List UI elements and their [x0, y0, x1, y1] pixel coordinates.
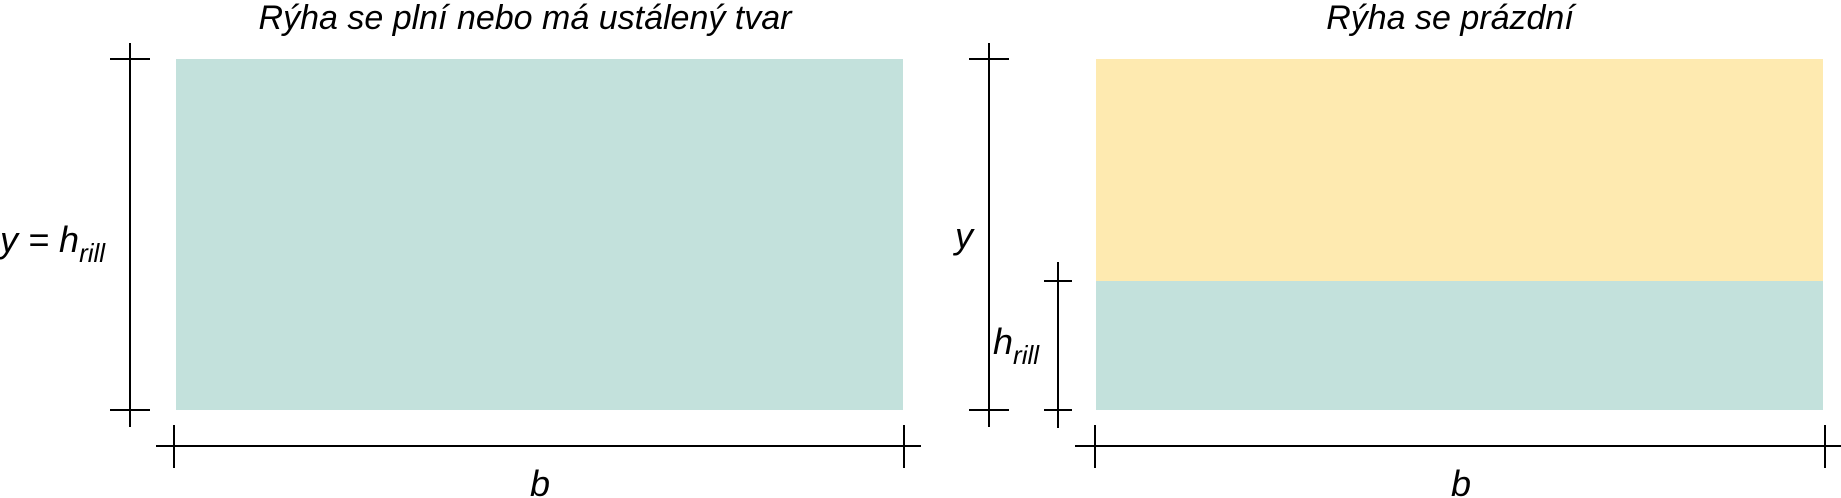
right-water-rect — [1096, 281, 1823, 410]
right-panel: Rýha se prázdní y hrill b — [952, 0, 1841, 498]
left-water-rect — [176, 59, 903, 410]
left-height-dimension — [110, 43, 150, 427]
left-width-label: b — [530, 463, 550, 498]
left-height-label: y = hrill — [0, 219, 106, 268]
right-panel-title: Rýha se prázdní — [1326, 0, 1577, 37]
right-total-height-dimension — [969, 43, 1009, 427]
right-empty-rect — [1096, 59, 1823, 281]
left-panel: Rýha se plní nebo má ustálený tvar y = h… — [0, 0, 921, 498]
left-panel-title: Rýha se plní nebo má ustálený tvar — [259, 0, 794, 37]
right-width-label: b — [1451, 463, 1471, 498]
right-total-height-label: y — [952, 215, 975, 256]
right-water-height-label: hrill — [993, 321, 1040, 370]
left-width-dimension — [156, 425, 921, 468]
right-water-height-dimension — [1044, 262, 1072, 428]
right-width-dimension — [1075, 425, 1841, 468]
